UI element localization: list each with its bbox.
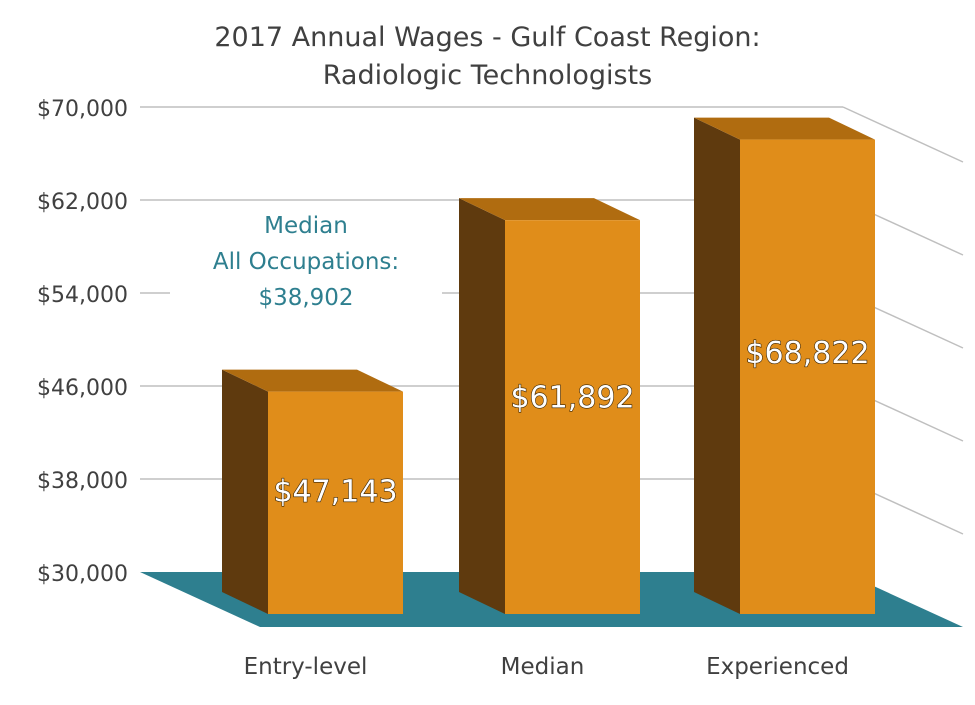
bar-side-experienced <box>694 117 740 615</box>
bar-median <box>505 220 640 614</box>
y-tick-label: $30,000 <box>37 562 128 587</box>
bar-experienced <box>740 139 875 615</box>
data-label: $61,892 <box>510 380 634 415</box>
median-all-occupations-annotation: Median All Occupations: $38,902 <box>170 208 442 316</box>
bar-side-median <box>459 198 505 614</box>
y-tick-label: $38,000 <box>37 469 128 494</box>
x-category-label: Experienced <box>706 654 849 680</box>
gridline-wall <box>842 106 964 163</box>
x-category-label: Median <box>501 654 585 680</box>
data-label: $68,822 <box>745 336 869 371</box>
bar-top-experienced <box>694 117 875 140</box>
bar-entry-level <box>268 391 403 614</box>
y-tick-label: $70,000 <box>37 97 128 122</box>
y-tick-label: $46,000 <box>37 376 128 401</box>
data-label: $47,143 <box>273 475 397 510</box>
x-category-label: Entry-level <box>244 654 368 680</box>
y-tick-label: $62,000 <box>37 190 128 215</box>
annotation-line3: $38,902 <box>258 285 354 311</box>
y-tick-label: $54,000 <box>37 283 128 308</box>
annotation-line2: All Occupations: <box>212 249 400 275</box>
bar-side-entry-level <box>222 369 268 614</box>
chart-title-line1: 2017 Annual Wages - Gulf Coast Region: <box>214 22 761 53</box>
chart-title-line2: Radiologic Technologists <box>322 60 653 91</box>
annotation-line1: Median <box>264 213 348 239</box>
bar-top-median <box>459 198 640 221</box>
bar-top-entry-level <box>222 369 403 392</box>
